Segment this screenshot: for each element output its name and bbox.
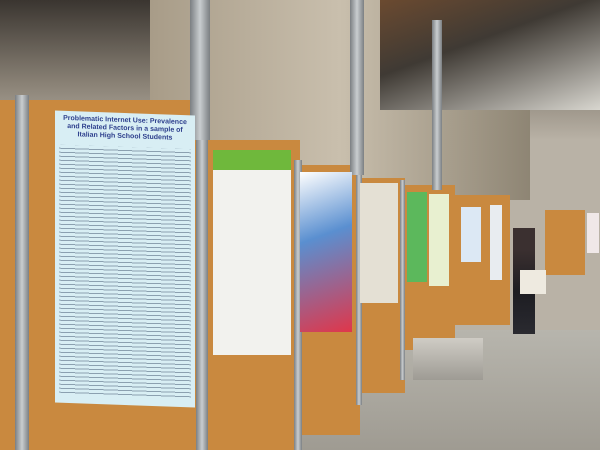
poster-internet-use: Problematic Internet Use: Prevalence and… [55, 110, 195, 408]
poster-7 [461, 207, 481, 262]
poster-5 [407, 192, 427, 282]
panel-post [294, 160, 302, 450]
poster-3 [300, 172, 352, 332]
storage-box [413, 338, 483, 380]
building-column [350, 0, 364, 175]
building-column [190, 0, 210, 140]
building-column [432, 20, 442, 190]
poster-9 [587, 213, 599, 253]
panel-post [15, 95, 29, 450]
poster-board-7 [545, 210, 585, 275]
poster-2 [213, 150, 291, 355]
poster-8 [490, 205, 502, 280]
panel-post [356, 175, 362, 405]
poster-body [59, 144, 191, 400]
shopping-bag [520, 270, 546, 294]
poster-4 [360, 183, 398, 303]
poster-title: Problematic Internet Use: Prevalence and… [63, 114, 187, 142]
panel-post [196, 140, 208, 450]
panel-post [400, 180, 405, 380]
roof-skylight [380, 0, 600, 110]
poster-6 [429, 194, 449, 286]
